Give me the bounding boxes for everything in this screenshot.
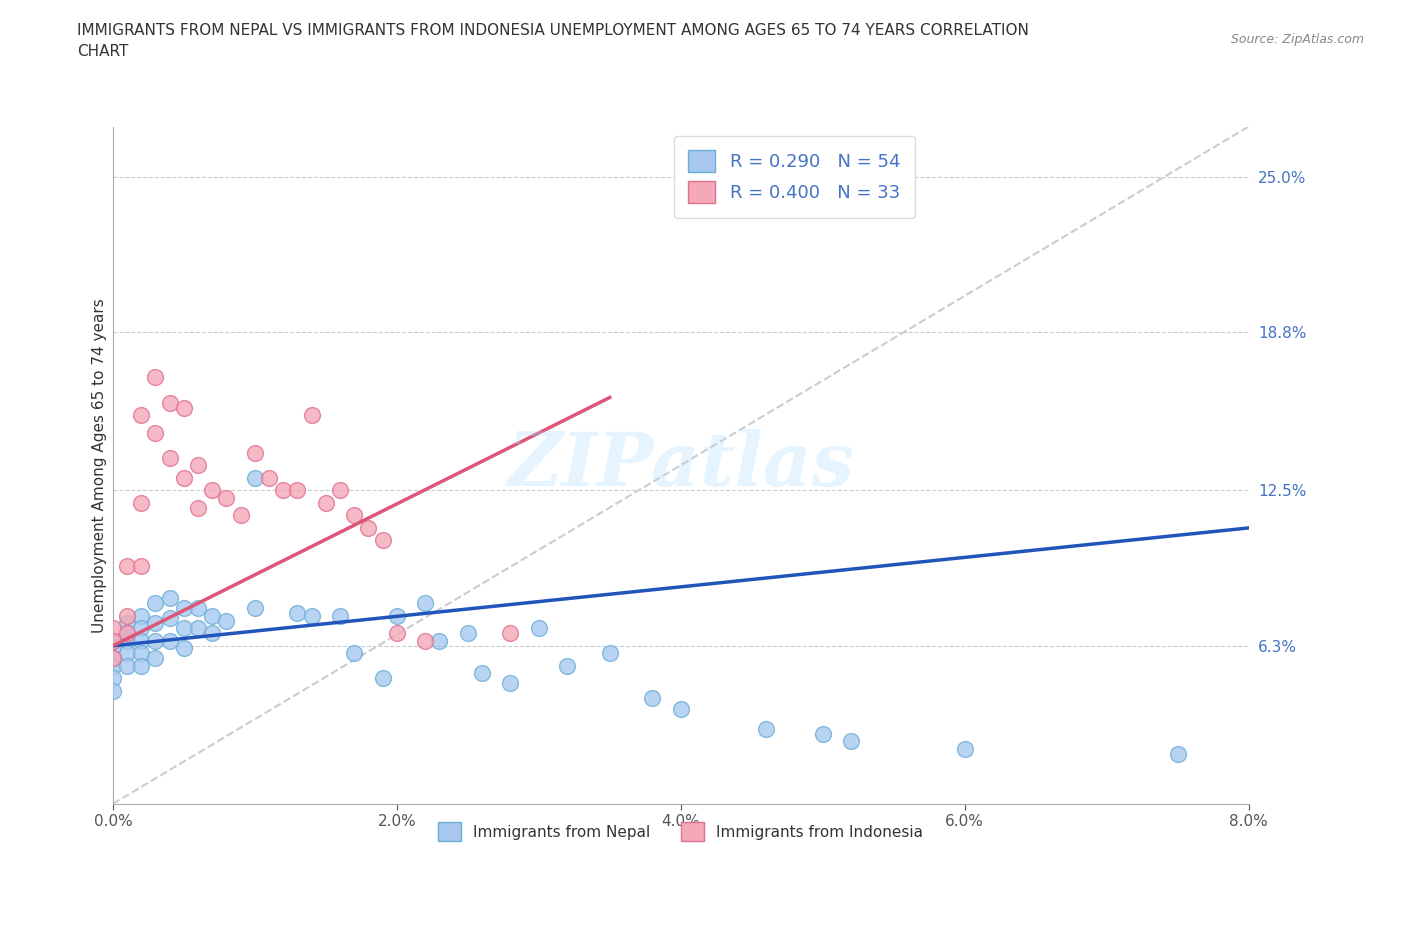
Point [669, 701, 692, 716]
Point [229, 508, 252, 523]
Point [173, 641, 195, 656]
Text: IMMIGRANTS FROM NEPAL VS IMMIGRANTS FROM INDONESIA UNEMPLOYMENT AMONG AGES 65 TO: IMMIGRANTS FROM NEPAL VS IMMIGRANTS FROM… [77, 23, 1029, 60]
Point [641, 691, 664, 706]
Point [499, 676, 522, 691]
Point [413, 596, 436, 611]
Point [343, 508, 366, 523]
Point [187, 601, 209, 616]
Point [953, 741, 976, 756]
Point [159, 611, 181, 626]
Point [159, 591, 181, 605]
Point [329, 608, 352, 623]
Point [343, 646, 366, 661]
Point [145, 616, 167, 631]
Point [201, 626, 224, 641]
Point [145, 633, 167, 648]
Point [187, 621, 209, 636]
Point [187, 500, 209, 515]
Point [1167, 746, 1189, 761]
Point [173, 400, 195, 415]
Point [839, 734, 862, 749]
Point [101, 641, 124, 656]
Point [115, 608, 138, 623]
Point [129, 608, 152, 623]
Point [287, 605, 309, 620]
Point [555, 658, 578, 673]
Point [115, 633, 138, 648]
Point [215, 613, 238, 628]
Point [215, 490, 238, 505]
Point [115, 658, 138, 673]
Legend: Immigrants from Nepal, Immigrants from Indonesia: Immigrants from Nepal, Immigrants from I… [432, 817, 929, 847]
Point [755, 721, 778, 736]
Point [257, 471, 280, 485]
Point [129, 621, 152, 636]
Point [243, 471, 266, 485]
Point [101, 633, 124, 648]
Point [201, 608, 224, 623]
Point [315, 496, 337, 511]
Point [145, 370, 167, 385]
Point [457, 626, 479, 641]
Point [115, 558, 138, 573]
Point [187, 458, 209, 472]
Point [115, 626, 138, 641]
Point [129, 633, 152, 648]
Point [159, 450, 181, 465]
Point [385, 608, 408, 623]
Point [243, 445, 266, 460]
Point [301, 407, 323, 422]
Point [129, 558, 152, 573]
Point [145, 596, 167, 611]
Point [101, 671, 124, 685]
Point [129, 407, 152, 422]
Point [429, 633, 451, 648]
Point [173, 601, 195, 616]
Point [301, 608, 323, 623]
Point [115, 646, 138, 661]
Point [357, 521, 380, 536]
Point [115, 626, 138, 641]
Point [385, 626, 408, 641]
Point [599, 646, 621, 661]
Point [527, 621, 550, 636]
Point [287, 483, 309, 498]
Point [145, 651, 167, 666]
Point [101, 684, 124, 698]
Y-axis label: Unemployment Among Ages 65 to 74 years: Unemployment Among Ages 65 to 74 years [93, 298, 107, 632]
Point [371, 533, 394, 548]
Point [145, 425, 167, 440]
Point [811, 726, 834, 741]
Point [243, 601, 266, 616]
Point [115, 616, 138, 631]
Text: Source: ZipAtlas.com: Source: ZipAtlas.com [1230, 33, 1364, 46]
Point [471, 666, 494, 681]
Point [101, 633, 124, 648]
Point [101, 658, 124, 673]
Point [101, 621, 124, 636]
Point [371, 671, 394, 685]
Point [129, 646, 152, 661]
Point [173, 621, 195, 636]
Point [129, 658, 152, 673]
Point [173, 471, 195, 485]
Point [413, 633, 436, 648]
Point [101, 651, 124, 666]
Text: ZIPatlas: ZIPatlas [508, 429, 855, 501]
Point [159, 633, 181, 648]
Point [271, 483, 294, 498]
Point [101, 651, 124, 666]
Point [329, 483, 352, 498]
Point [201, 483, 224, 498]
Point [129, 496, 152, 511]
Point [159, 395, 181, 410]
Point [499, 626, 522, 641]
